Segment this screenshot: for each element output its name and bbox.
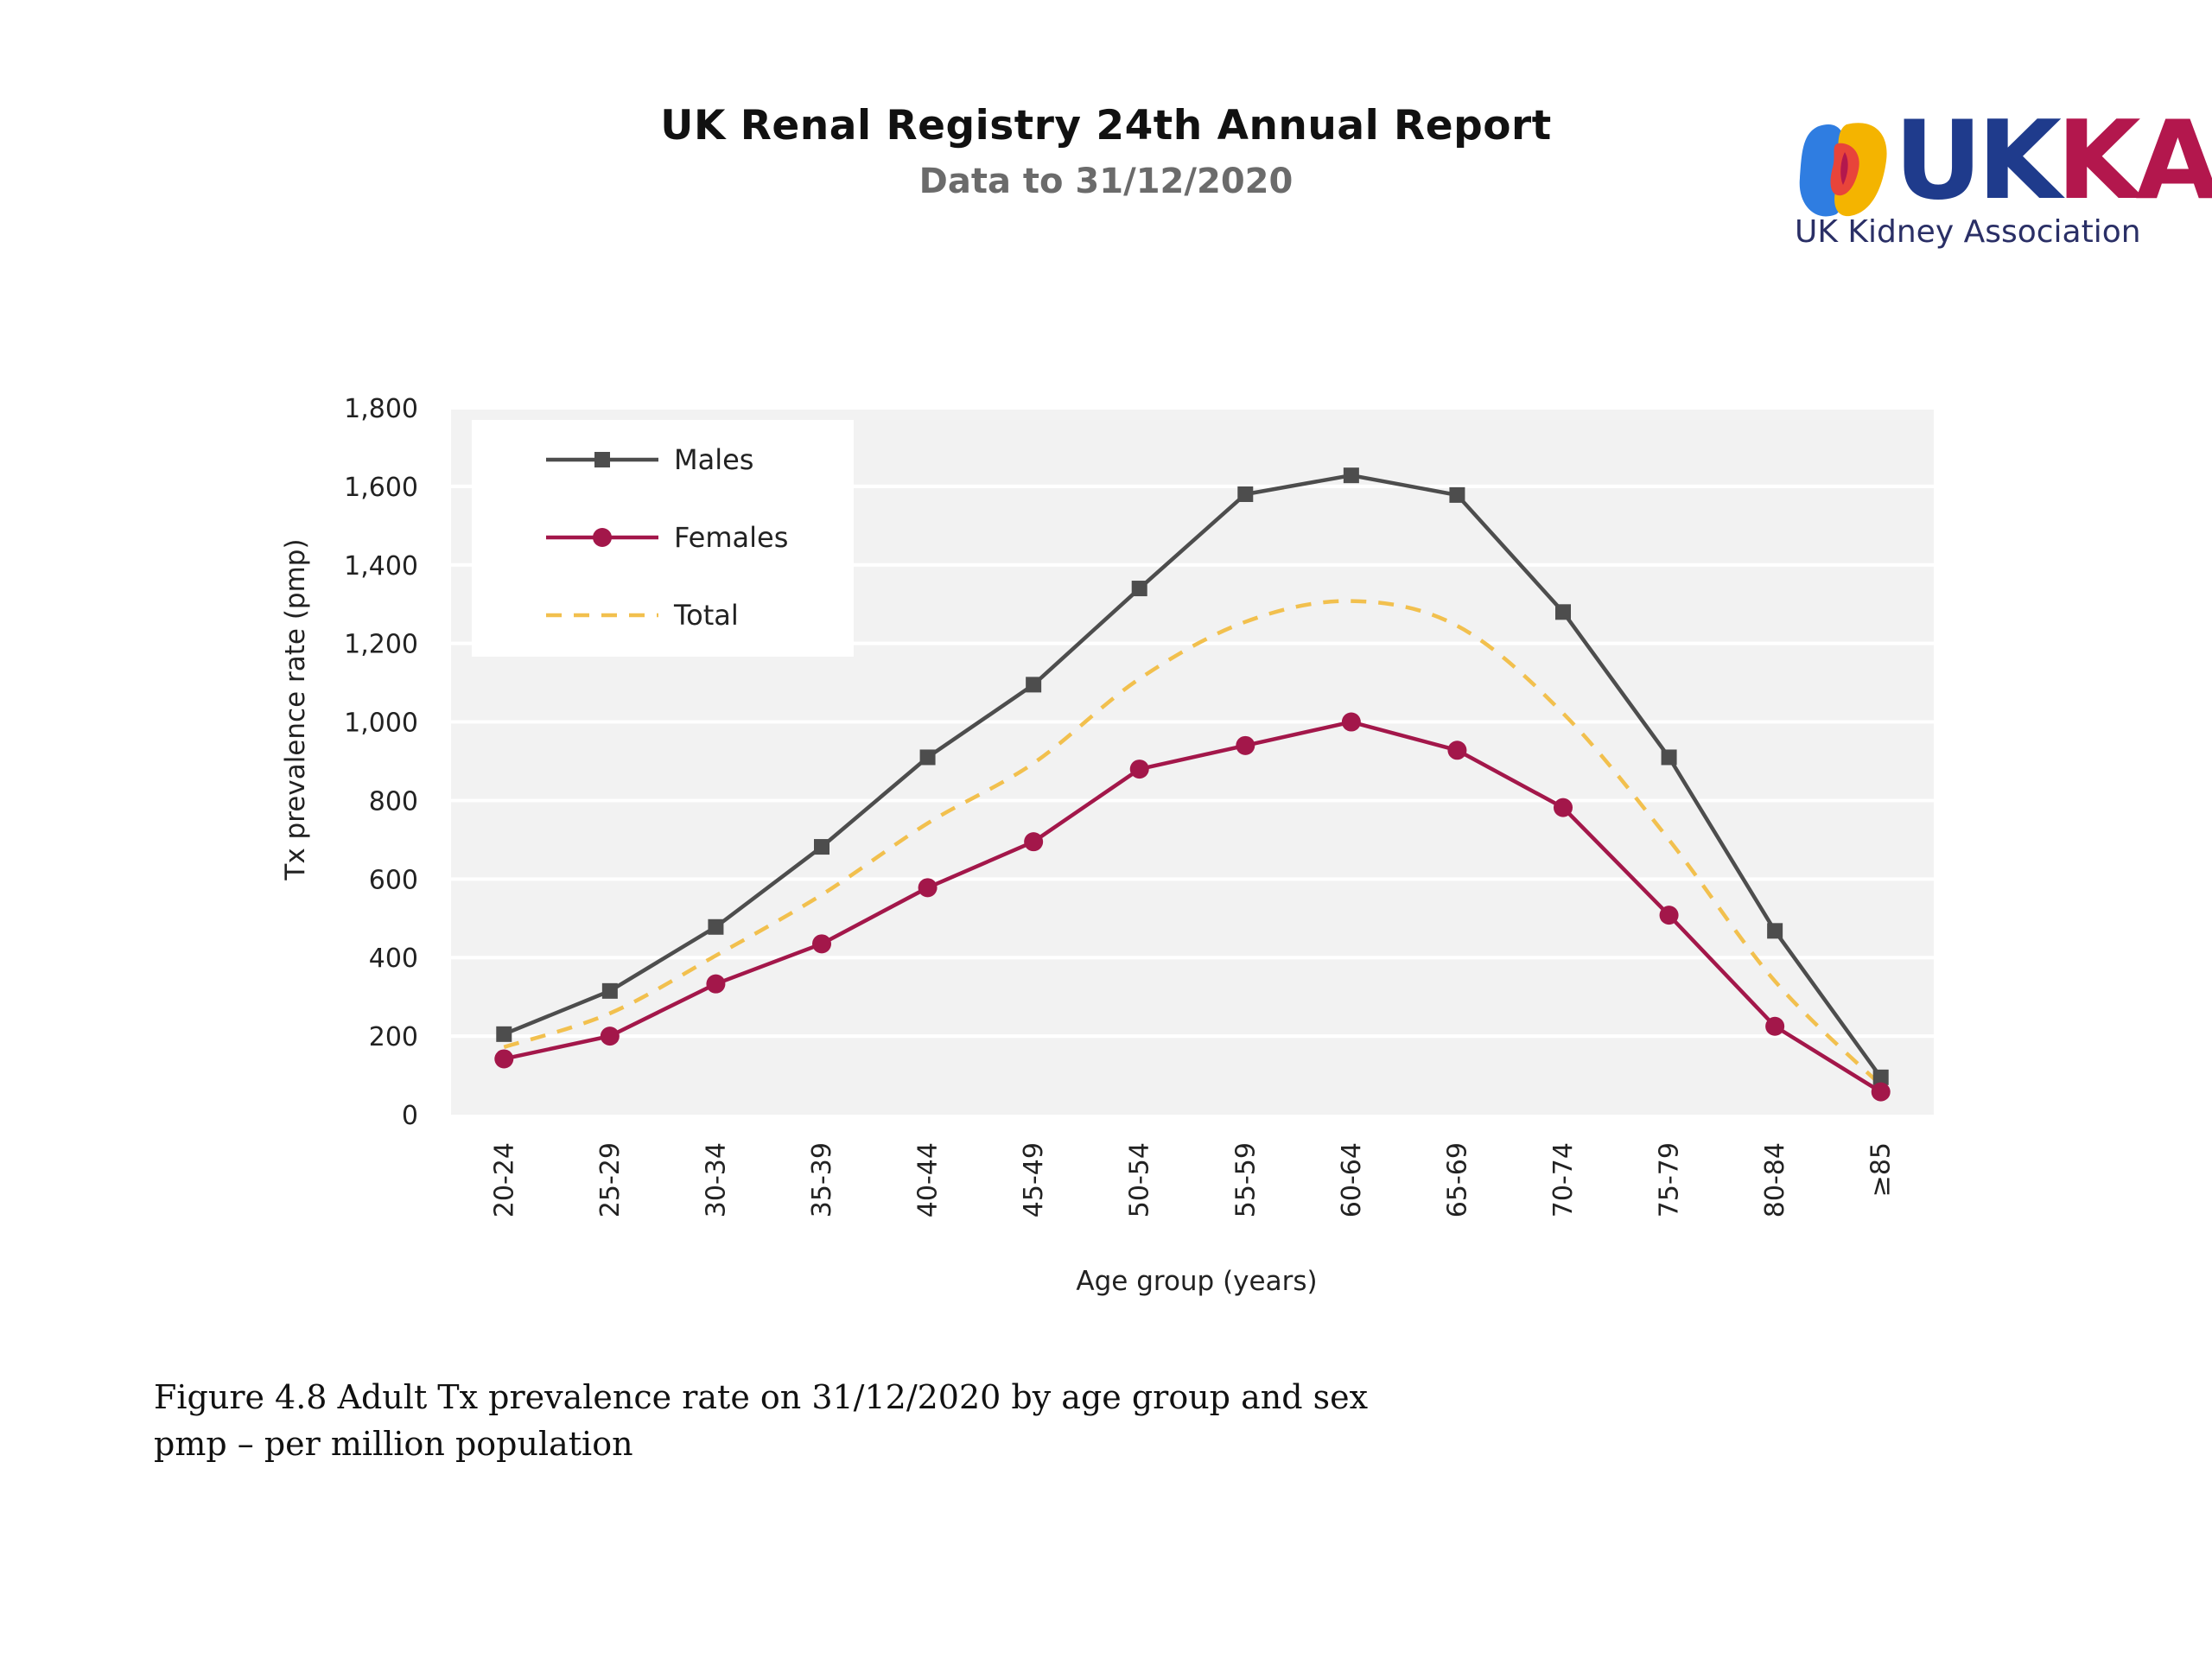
caption-line-2: pmp – per million population — [154, 1425, 633, 1463]
logo-wordmark: UKKA — [1894, 97, 2212, 224]
x-axis-title: Age group (years) — [1076, 1266, 1317, 1297]
x-tick-label: 25-29 — [595, 1142, 626, 1217]
y-tick-label: 200 — [369, 1022, 418, 1052]
legend-marker-females — [593, 528, 612, 547]
legend-label-females: Females — [674, 521, 788, 554]
series-line-total — [503, 599, 1883, 1087]
y-tick-label: 0 — [402, 1101, 418, 1131]
marker-males — [1343, 467, 1359, 484]
x-tick-label: 50-54 — [1125, 1142, 1155, 1217]
y-tick-label: 400 — [369, 944, 418, 974]
ukka-logo: UKKA UK Kidney Association — [1793, 97, 2212, 264]
report-header: UK Renal Registry 24th Annual Report Dat… — [0, 102, 2212, 201]
chart-legend: Males Females Total — [472, 420, 854, 657]
marker-females — [1236, 735, 1255, 755]
marker-males — [1872, 1069, 1889, 1085]
legend-marker-males — [594, 452, 610, 467]
marker-males — [1555, 604, 1571, 620]
marker-females — [600, 1027, 620, 1046]
marker-females — [812, 934, 831, 954]
marker-females — [1341, 712, 1361, 732]
x-tick-label: ≥85 — [1866, 1142, 1897, 1197]
y-tick-label: 1,800 — [344, 394, 418, 424]
marker-females — [1129, 760, 1149, 779]
marker-females — [706, 974, 726, 994]
marker-males — [601, 982, 618, 999]
x-tick-label: 70-74 — [1548, 1142, 1579, 1217]
x-tick-label: 40-44 — [913, 1142, 944, 1217]
marker-females — [918, 878, 938, 898]
x-tick-label: 30-34 — [701, 1142, 731, 1217]
marker-males — [708, 918, 724, 935]
x-tick-label: 65-69 — [1442, 1142, 1472, 1217]
series-line-females — [503, 720, 1882, 1094]
caption-line-1: Figure 4.8 Adult Tx prevalence rate on 3… — [154, 1378, 1369, 1416]
marker-males — [919, 749, 936, 766]
y-tick-label: 1,200 — [344, 630, 418, 660]
legend-label-males: Males — [674, 443, 753, 476]
marker-males — [1237, 486, 1254, 502]
report-subtitle: Data to 31/12/2020 — [918, 162, 1294, 201]
y-tick-label: 1,000 — [344, 709, 418, 739]
report-title: UK Renal Registry 24th Annual Report — [660, 102, 1552, 149]
x-tick-label: 55-59 — [1230, 1142, 1261, 1217]
legend-box — [472, 420, 854, 657]
marker-males — [814, 839, 830, 855]
marker-males — [496, 1026, 512, 1042]
y-tick-label: 1,600 — [344, 473, 418, 503]
marker-females — [1554, 798, 1573, 817]
marker-females — [1024, 832, 1044, 852]
kidney-logo-icon — [1799, 123, 1887, 217]
legend-label-total: Total — [673, 599, 739, 632]
x-tick-label: 35-39 — [807, 1142, 837, 1217]
marker-males — [1767, 923, 1783, 939]
figure-caption: Figure 4.8 Adult Tx prevalence rate on 3… — [154, 1374, 1368, 1467]
y-tick-label: 1,400 — [344, 551, 418, 582]
marker-males — [1661, 749, 1677, 766]
logo-tagline: UK Kidney Association — [1795, 214, 2141, 250]
marker-males — [1026, 677, 1042, 693]
y-axis-title: Tx prevalence rate (pmp) — [280, 538, 311, 880]
marker-females — [1871, 1082, 1891, 1102]
marker-males — [1131, 581, 1147, 597]
marker-females — [494, 1049, 514, 1069]
marker-females — [1659, 906, 1679, 925]
series-line-males — [503, 473, 1883, 1079]
x-tick-label: 60-64 — [1337, 1142, 1367, 1217]
y-tick-label: 800 — [369, 786, 418, 817]
x-tick-label: 45-49 — [1019, 1142, 1049, 1217]
x-tick-label: 75-79 — [1655, 1142, 1685, 1217]
x-tick-label: 20-24 — [489, 1142, 519, 1217]
marker-males — [1449, 486, 1465, 503]
marker-females — [1447, 741, 1467, 760]
marker-females — [1765, 1016, 1785, 1036]
tx-prevalence-chart: 0 200 400 600 800 1,000 1,200 1,400 1,600 1,800 20… — [280, 394, 1934, 1297]
y-tick-label: 600 — [369, 865, 418, 895]
x-tick-label: 80-84 — [1760, 1142, 1790, 1217]
